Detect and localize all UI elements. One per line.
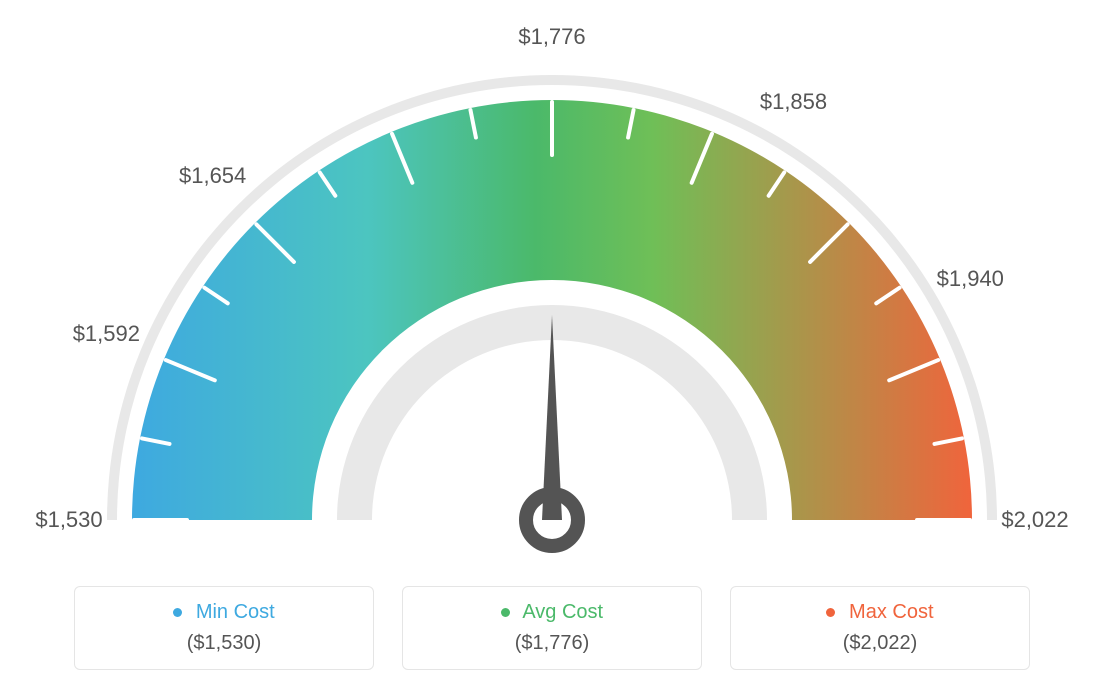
gauge-tick-label: $1,654 xyxy=(179,163,246,189)
legend-avg-title: Avg Cost xyxy=(423,601,681,624)
legend-min-value: ($1,530) xyxy=(95,632,353,655)
gauge-tick-label: $1,530 xyxy=(35,507,102,533)
legend-row: Min Cost ($1,530) Avg Cost ($1,776) Max … xyxy=(0,586,1104,670)
max-dot xyxy=(826,608,835,617)
gauge-svg xyxy=(42,50,1062,570)
legend-avg: Avg Cost ($1,776) xyxy=(402,586,702,670)
legend-avg-value: ($1,776) xyxy=(423,632,681,655)
legend-min: Min Cost ($1,530) xyxy=(74,586,374,670)
gauge-chart: $1,530 $1,592 $1,654 $1,776 $1,858 $1,940 $2,0… xyxy=(0,0,1104,560)
legend-max-title: Max Cost xyxy=(751,601,1009,624)
min-dot xyxy=(173,608,182,617)
legend-max-value: ($2,022) xyxy=(751,632,1009,655)
legend-min-label: Min Cost xyxy=(196,601,275,623)
gauge-tick-label: $1,858 xyxy=(760,89,827,115)
gauge-tick-label: $1,592 xyxy=(73,321,140,347)
legend-min-title: Min Cost xyxy=(95,601,353,624)
legend-max-label: Max Cost xyxy=(849,601,933,623)
gauge-tick-label: $1,940 xyxy=(937,266,1004,292)
avg-dot xyxy=(501,608,510,617)
gauge-tick-label: $2,022 xyxy=(1001,507,1068,533)
gauge-tick-label: $1,776 xyxy=(518,24,585,50)
legend-max: Max Cost ($2,022) xyxy=(730,586,1030,670)
legend-avg-label: Avg Cost xyxy=(522,601,603,623)
